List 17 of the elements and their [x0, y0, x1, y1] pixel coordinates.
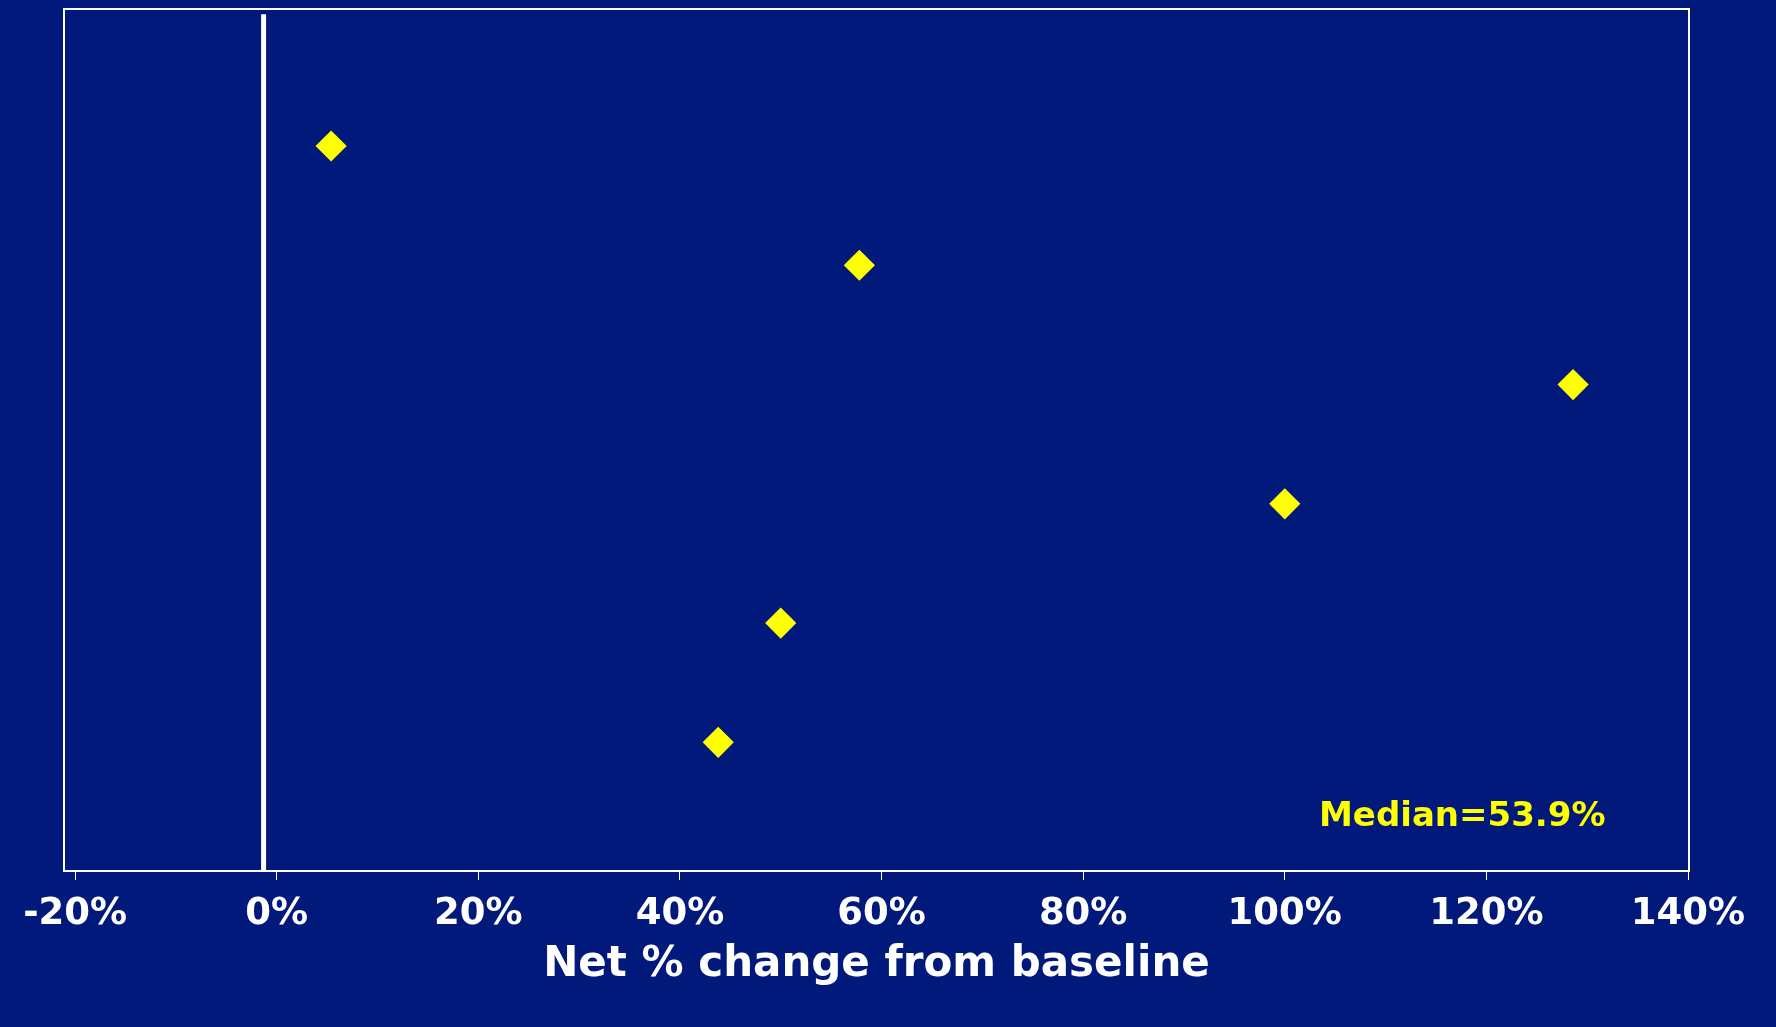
point: [1269, 488, 1301, 520]
point: [765, 607, 797, 639]
x-tick-label: 80%: [1038, 890, 1128, 934]
x-axis-title: Net % change from baseline: [543, 936, 1210, 986]
point: [315, 130, 347, 162]
x-tick-label: 100%: [1227, 890, 1342, 934]
x-tick-label: 120%: [1429, 890, 1544, 934]
x-tick-label: 20%: [434, 890, 523, 934]
point: [843, 249, 875, 281]
point: [1557, 368, 1589, 401]
x-tick-label: 60%: [837, 890, 926, 934]
x-tick-label: 40%: [635, 890, 725, 934]
x-tick-label: 0%: [245, 890, 309, 934]
point: [702, 726, 734, 758]
x-tick-label: -20%: [23, 890, 128, 934]
x-tick-label: 140%: [1630, 890, 1746, 934]
annotation: Median=53.9%: [1319, 794, 1606, 834]
